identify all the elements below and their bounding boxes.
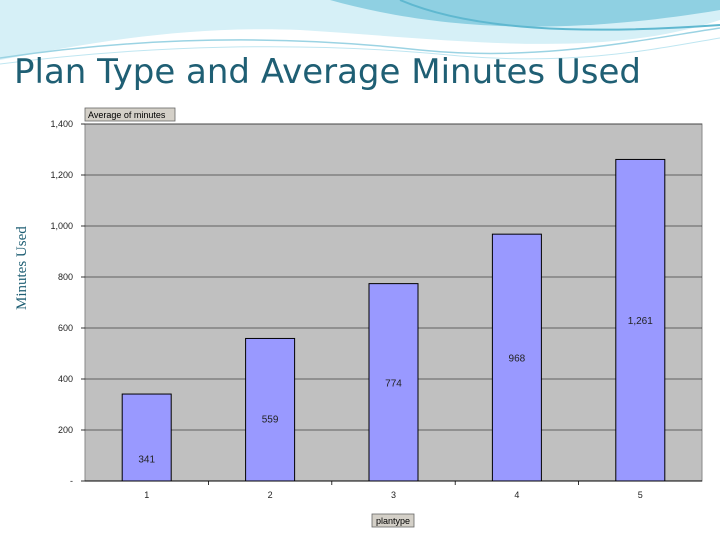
y-tick-label: 1,200 xyxy=(50,170,73,180)
x-axis-label: plantype xyxy=(376,516,410,526)
x-tick-label: 4 xyxy=(514,490,519,500)
bar xyxy=(121,393,172,482)
data-label: 341 xyxy=(138,454,155,465)
bar xyxy=(245,337,296,482)
y-tick-label: - xyxy=(70,476,73,486)
data-label: 559 xyxy=(262,414,279,425)
slide-title: Plan Type and Average Minutes Used xyxy=(14,52,641,92)
y-tick-label: 1,400 xyxy=(50,119,73,129)
x-tick-label: 5 xyxy=(638,490,643,500)
y-tick-label: 200 xyxy=(58,425,73,435)
x-tick-label: 1 xyxy=(144,490,149,500)
y-tick-label: 800 xyxy=(58,272,73,282)
y-tick-label: 400 xyxy=(58,374,73,384)
y-tick-label: 1,000 xyxy=(50,221,73,231)
x-axis-label-box xyxy=(371,513,415,528)
data-label: 1,261 xyxy=(628,316,653,327)
x-tick-label: 3 xyxy=(391,490,396,500)
bar xyxy=(368,283,419,482)
chart-title-box xyxy=(84,107,176,122)
bar xyxy=(615,158,666,482)
bar xyxy=(491,233,542,482)
x-tick-label: 2 xyxy=(268,490,273,500)
header-wave-decoration xyxy=(0,0,720,65)
y-tick-label: 600 xyxy=(58,323,73,333)
chart-title: Average of minutes xyxy=(88,110,166,120)
data-label: 774 xyxy=(385,378,402,389)
data-label: 968 xyxy=(509,354,526,365)
